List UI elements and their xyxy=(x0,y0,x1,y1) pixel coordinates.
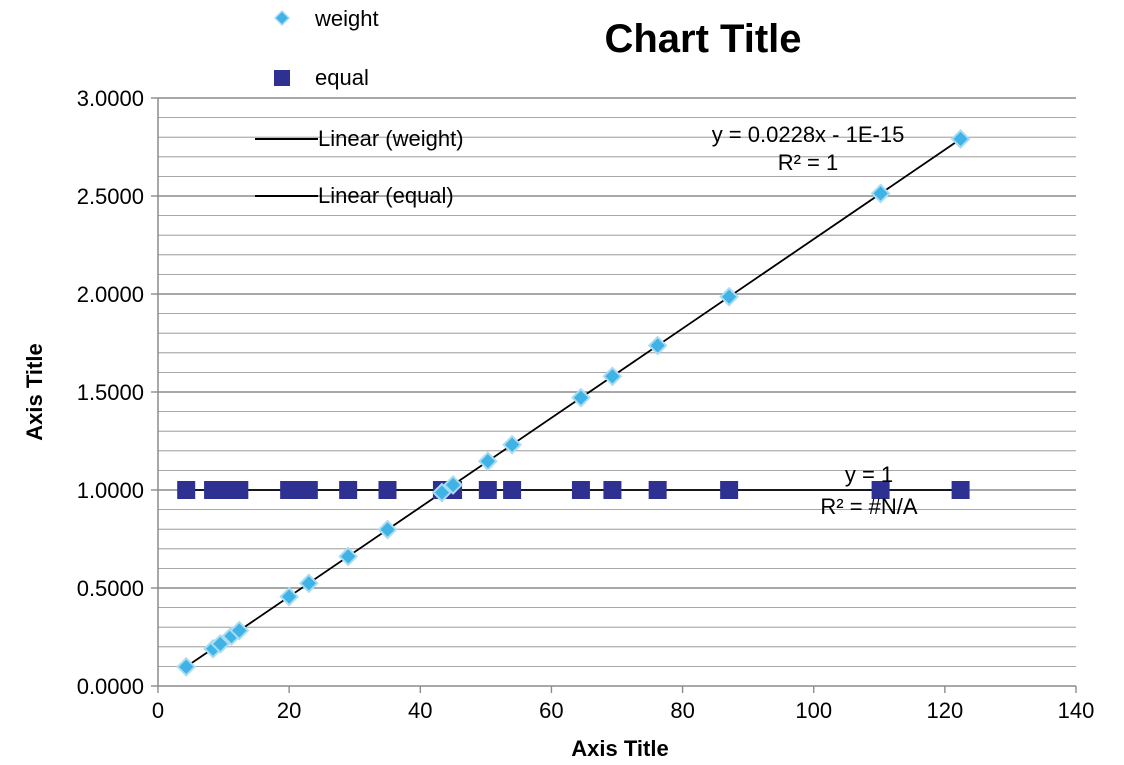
y-tick-label: 1.0000 xyxy=(77,478,144,503)
x-tick-label: 100 xyxy=(795,698,832,723)
weight-marker xyxy=(571,387,591,408)
y-tick-label: 0.5000 xyxy=(77,576,144,601)
equal-marker xyxy=(571,481,590,499)
weight-marker xyxy=(377,519,398,540)
equal-marker xyxy=(299,481,318,499)
y-tick-labels: 0.0000 0.5000 1.0000 1.5000 2.0000 2.5000 3.00… xyxy=(77,86,158,699)
x-tick-label: 80 xyxy=(670,698,694,723)
weight-marker xyxy=(279,586,300,607)
equal-marker xyxy=(339,481,358,499)
weight-marker xyxy=(602,366,623,387)
legend-item-weight: weight xyxy=(273,6,379,31)
weight-marker xyxy=(719,286,740,307)
legend-item-linear-equal: Linear (equal) xyxy=(255,183,454,208)
legend-label-linear-weight: Linear (weight) xyxy=(318,126,464,151)
weight-marker xyxy=(870,183,891,204)
weight-marker xyxy=(443,474,463,495)
equal-marker xyxy=(177,481,196,499)
equal-marker xyxy=(503,481,522,499)
x-tick-label: 20 xyxy=(277,698,301,723)
legend-square-marker xyxy=(274,70,290,86)
weight-marker xyxy=(298,573,319,594)
x-tick-label: 0 xyxy=(152,698,164,723)
equal-marker xyxy=(230,481,249,499)
equal-equation: y = 1 xyxy=(845,462,893,487)
gridlines xyxy=(158,97,1076,667)
legend-diamond-marker xyxy=(273,9,291,27)
equal-marker xyxy=(478,481,497,499)
legend-item-equal: equal xyxy=(274,65,369,90)
legend-label-weight: weight xyxy=(314,6,379,31)
x-tick-label: 40 xyxy=(408,698,432,723)
legend-label-linear-equal: Linear (equal) xyxy=(318,183,454,208)
weight-marker xyxy=(432,482,452,503)
x-tick-label: 140 xyxy=(1058,698,1095,723)
data-series xyxy=(176,129,971,677)
x-axis-title: Axis Title xyxy=(571,736,668,761)
trendline xyxy=(185,138,962,668)
legend-label-equal: equal xyxy=(315,65,369,90)
weight-marker xyxy=(338,546,359,567)
equal-marker xyxy=(648,481,667,499)
equal-marker xyxy=(871,481,890,499)
weight-equation: y = 0.0228x - 1E-15 xyxy=(712,122,905,147)
y-tick-label: 0.0000 xyxy=(77,674,144,699)
y-tick-label: 3.0000 xyxy=(77,86,144,111)
x-tick-labels: 0 20 40 60 80 100 120 140 xyxy=(152,686,1094,723)
weight-marker xyxy=(176,656,197,677)
chart-title: Chart Title xyxy=(604,17,801,61)
y-tick-label: 1.5000 xyxy=(77,380,144,405)
equal-marker xyxy=(378,481,397,499)
equal-marker xyxy=(720,481,739,499)
weight-marker xyxy=(229,620,250,641)
weight-marker xyxy=(950,129,971,149)
legend: weight equal Linear (weight) Linear (equ… xyxy=(255,6,464,208)
y-axis-title: Axis Title xyxy=(22,343,47,440)
x-tick-label: 120 xyxy=(926,698,963,723)
legend-item-linear-weight: Linear (weight) xyxy=(255,126,464,151)
weight-marker xyxy=(647,335,668,356)
weight-marker xyxy=(477,451,498,472)
y-tick-label: 2.0000 xyxy=(77,282,144,307)
weight-marker xyxy=(502,434,522,455)
equal-marker xyxy=(951,481,970,499)
equal-r2: R² = #N/A xyxy=(820,494,918,519)
weight-marker xyxy=(210,633,231,654)
x-tick-label: 60 xyxy=(539,698,563,723)
weight-r2: R² = 1 xyxy=(778,150,839,175)
equal-marker xyxy=(603,481,622,499)
y-tick-label: 2.5000 xyxy=(77,184,144,209)
trendline-equations: y = 0.0228x - 1E-15 R² = 1 y = 1 R² = #N… xyxy=(712,122,918,519)
